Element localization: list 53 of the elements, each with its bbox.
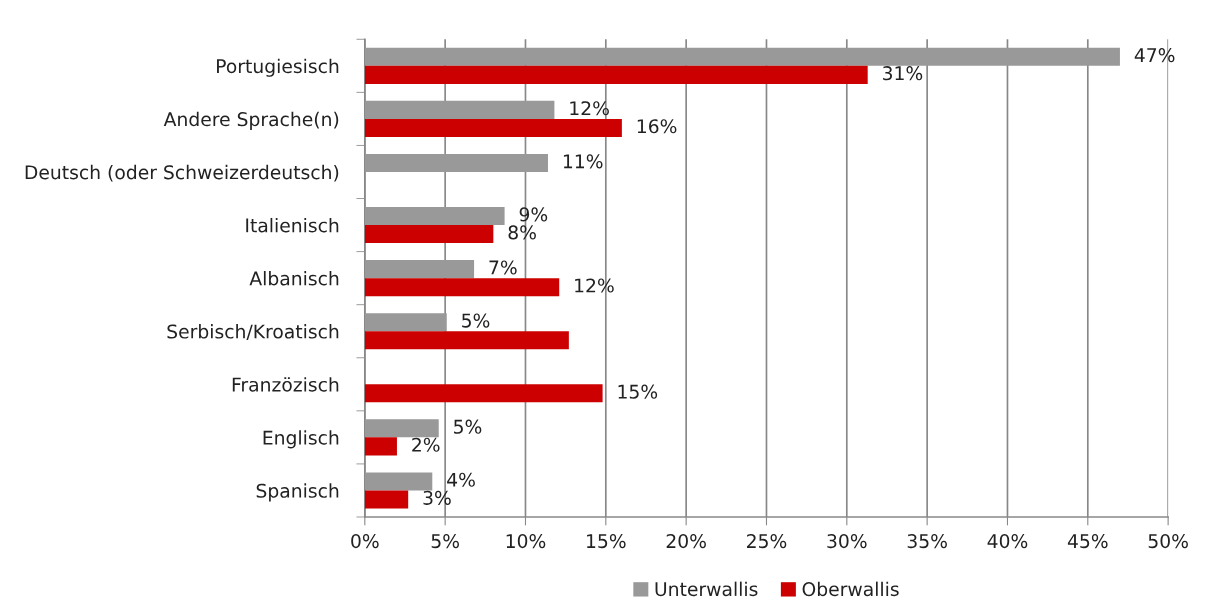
bar	[364, 490, 409, 509]
data-label: 2%	[412, 437, 440, 452]
data-label: 4%	[447, 472, 475, 487]
x-tick-label: 0%	[351, 533, 379, 549]
y-tick-label: Spanisch	[256, 483, 339, 502]
bar	[364, 100, 555, 119]
y-tick-label: Andere Sprache(n)	[163, 111, 339, 130]
x-tick-label: 15%	[587, 533, 626, 549]
bar	[364, 419, 439, 438]
y-tick-label: Albanisch	[249, 271, 339, 286]
data-label: 31%	[883, 66, 923, 81]
x-tick-label: 10%	[506, 533, 546, 549]
data-label: 12%	[575, 278, 614, 293]
bar	[364, 65, 868, 84]
bar	[364, 278, 560, 297]
bar	[364, 225, 494, 244]
x-tick-label: 45%	[1067, 533, 1108, 549]
bar	[364, 331, 569, 350]
bar	[364, 260, 475, 279]
x-tick-label: 30%	[827, 533, 867, 549]
data-label: 8%	[508, 225, 536, 240]
data-label: 15%	[618, 384, 658, 399]
x-tick-label: 35%	[907, 533, 947, 549]
data-label: 7%	[489, 260, 517, 275]
data-label: 5%	[454, 419, 482, 434]
x-tick-label: 40%	[987, 533, 1028, 549]
legend-label: Unterwallis	[655, 581, 758, 597]
data-label: 12%	[570, 101, 609, 116]
data-label: 11%	[563, 154, 603, 169]
y-tick-label: Italienisch	[246, 217, 339, 233]
bar	[364, 118, 622, 137]
bar	[364, 437, 397, 456]
data-label: 47%	[1134, 48, 1175, 63]
data-label: 5%	[462, 313, 490, 328]
x-tick-label: 25%	[747, 533, 787, 549]
bar	[364, 153, 548, 172]
y-tick-label: Deutsch (oder Schweizerdeutsch)	[25, 164, 339, 182]
data-label: 3%	[423, 490, 451, 505]
y-tick-label: Serbisch/Kroatisch	[167, 324, 339, 341]
y-tick-label: Franzözisch	[232, 377, 339, 392]
y-tick-label: Englisch	[263, 430, 339, 449]
bar	[364, 47, 1120, 66]
x-tick-label: 50%	[1148, 533, 1188, 549]
data-label: 16%	[637, 119, 677, 134]
y-tick-label: Portugiesisch	[217, 58, 339, 77]
x-tick-label: 5%	[431, 533, 459, 549]
bar	[364, 207, 505, 226]
bar	[364, 472, 433, 491]
bar	[364, 384, 603, 403]
bar	[364, 313, 447, 332]
data-label: 9%	[519, 207, 548, 222]
x-tick-label: 20%	[666, 533, 706, 549]
legend-label: Oberwallis	[802, 581, 899, 597]
